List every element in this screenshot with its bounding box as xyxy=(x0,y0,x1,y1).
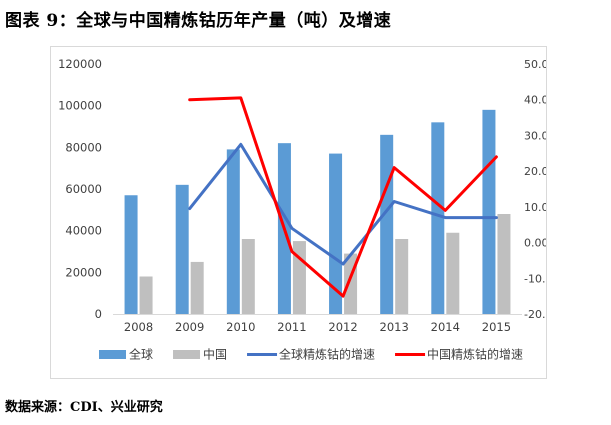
bar-global xyxy=(124,195,138,314)
x-tick-label: 2012 xyxy=(328,320,357,334)
bar-global xyxy=(380,134,394,314)
data-source-note: 数据来源：CDI、兴业研究 xyxy=(5,400,163,415)
bar-global xyxy=(175,184,189,314)
bar-china xyxy=(292,241,306,314)
bar-global xyxy=(226,149,240,314)
bar-china xyxy=(190,261,204,314)
x-tick-label: 2014 xyxy=(431,320,460,334)
x-tick-label: 2013 xyxy=(380,320,409,334)
x-tick-label: 2009 xyxy=(175,320,204,334)
legend-label: 全球精炼钴的增速 xyxy=(279,347,375,362)
y-left-tick-label: 120000 xyxy=(58,57,102,71)
y-left-tick-label: 40000 xyxy=(65,224,102,238)
y-right-tick-label: -20.00% xyxy=(524,308,546,321)
legend-label: 全球 xyxy=(129,347,153,362)
line-global-growth xyxy=(188,142,498,266)
x-tick-label: 2010 xyxy=(226,320,255,334)
legend-label: 中国 xyxy=(203,347,227,362)
chart-area: 0 20000 40000 60000 80000 100000 120000 -20.00%… xyxy=(50,46,547,379)
legend-swatch-global xyxy=(99,350,126,359)
bar-china xyxy=(241,239,255,314)
bar-china xyxy=(497,214,511,314)
y-left-tick-label: 80000 xyxy=(65,140,102,154)
bar-china xyxy=(395,239,409,314)
x-tick-label: 2015 xyxy=(482,320,511,334)
y-right-tick-label: -10.00% xyxy=(524,272,546,285)
y-right-tick-label: 10.00% xyxy=(524,201,546,214)
bar-global xyxy=(329,153,343,314)
bar-china xyxy=(446,232,460,314)
y-right-tick-label: 0.00% xyxy=(524,237,546,250)
figure-title: 图表 9：全球与中国精炼钴历年产量（吨）及增速 xyxy=(5,11,392,31)
combo-chart: 0 20000 40000 60000 80000 100000 120000 -20.00%… xyxy=(58,57,546,362)
y-right-tick-label: 30.00% xyxy=(524,129,546,142)
line-china-growth xyxy=(188,96,498,298)
bar-global xyxy=(482,109,496,314)
legend-label: 中国精炼钴的增速 xyxy=(427,347,523,362)
y-left-tick-label: 60000 xyxy=(65,182,102,196)
bar-global xyxy=(431,122,445,314)
y-left-tick-label: 20000 xyxy=(65,265,102,279)
y-left-tick-label: 100000 xyxy=(58,99,102,113)
y-right-tick-label: 40.00% xyxy=(524,94,546,107)
y-right-tick-label: 20.00% xyxy=(524,165,546,178)
bar-china xyxy=(139,276,153,314)
legend-swatch-china xyxy=(173,350,201,359)
y-right-tick-label: 50.00% xyxy=(524,58,546,71)
x-tick-label: 2011 xyxy=(277,320,306,334)
x-tick-label: 2008 xyxy=(124,320,153,334)
y-left-tick-label: 0 xyxy=(95,307,102,321)
